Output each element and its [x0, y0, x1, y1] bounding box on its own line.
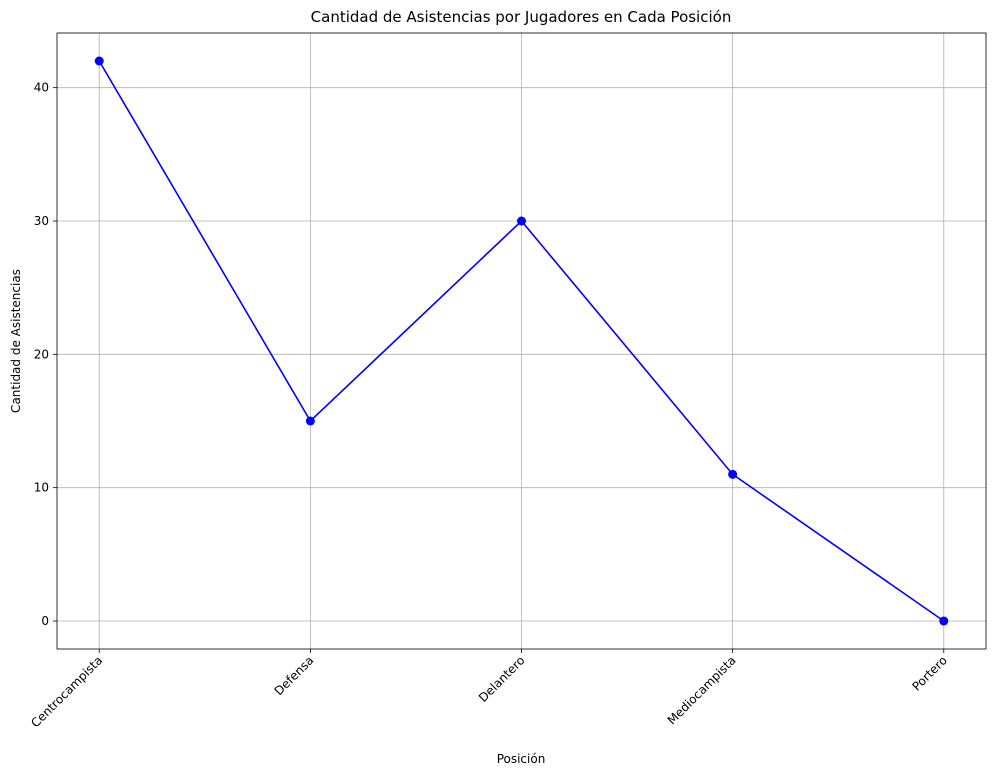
y-tick-label: 10	[34, 481, 49, 495]
y-tick-label: 20	[34, 347, 49, 361]
x-axis-label: Posición	[497, 752, 546, 766]
data-point	[517, 216, 526, 226]
data-point	[94, 56, 104, 66]
data-point	[728, 469, 738, 479]
y-axis-label: Cantidad de Asistencias	[9, 269, 23, 413]
y-tick-label: 30	[34, 214, 49, 228]
y-tick-label: 0	[41, 614, 49, 628]
series-layer	[94, 56, 949, 626]
data-point	[305, 416, 315, 426]
data-point	[939, 616, 949, 626]
chart-title: Cantidad de Asistencias por Jugadores en…	[311, 8, 732, 26]
y-tick-label: 40	[34, 81, 49, 95]
